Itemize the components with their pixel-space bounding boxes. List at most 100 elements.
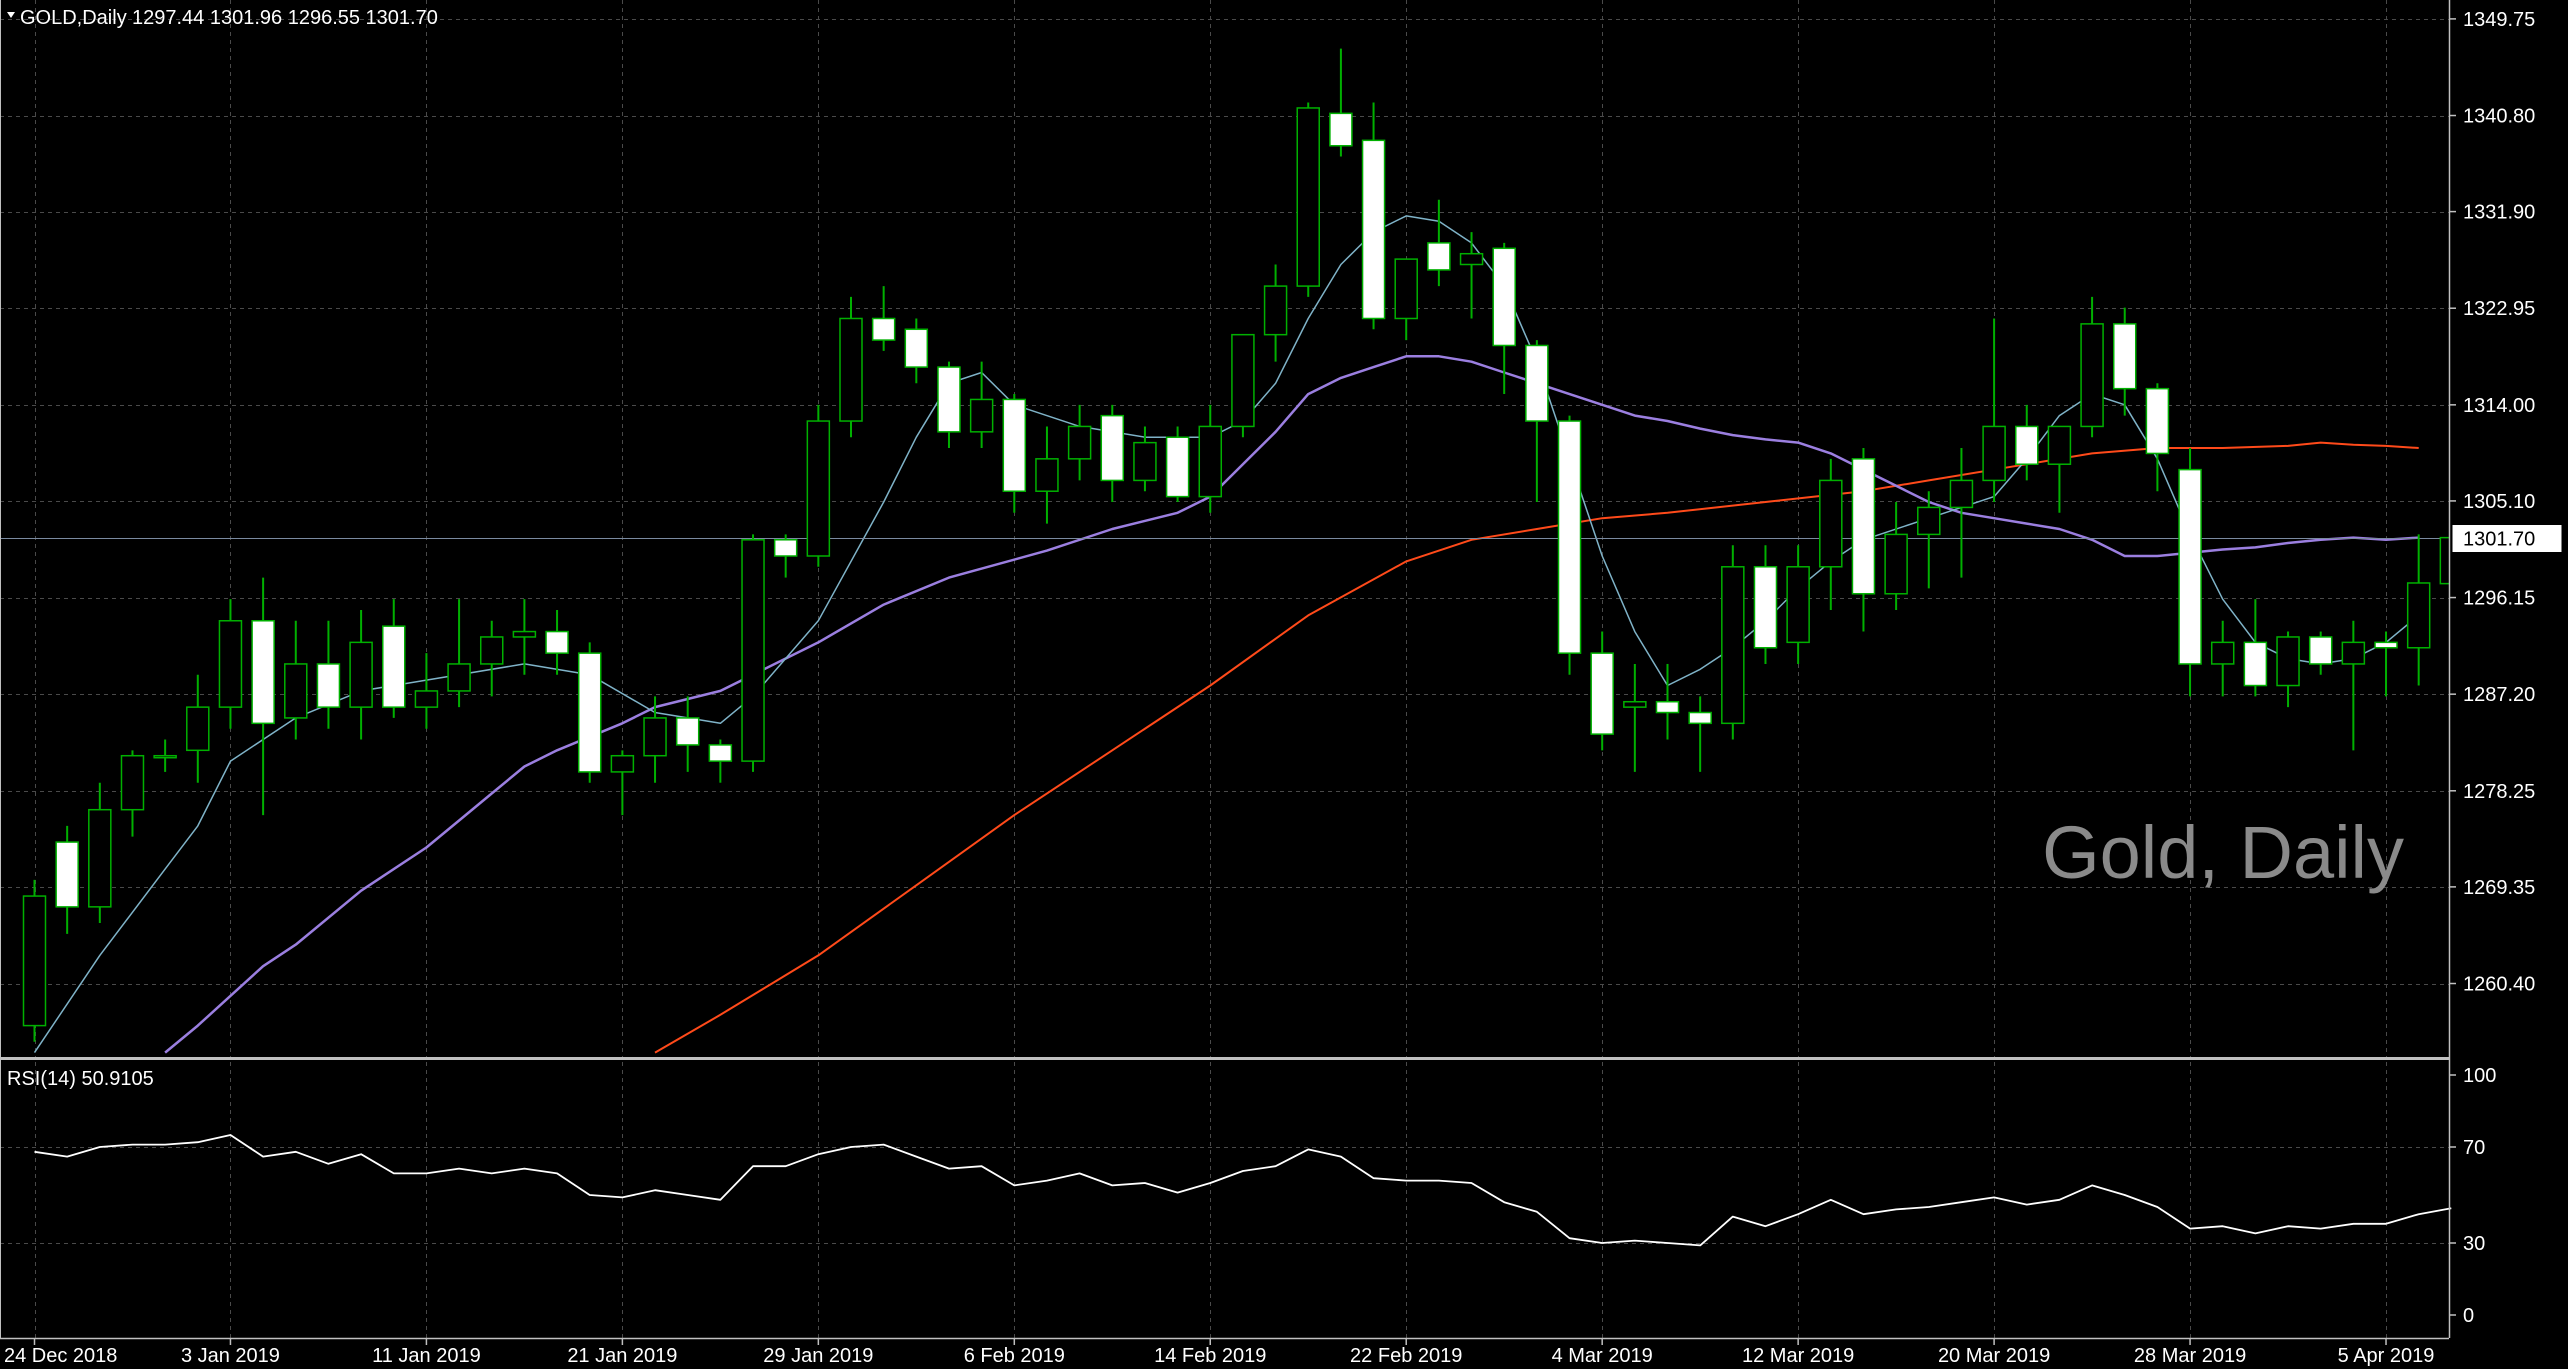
candle-body-up bbox=[1819, 479, 1843, 568]
current-price-marker: 1301.70 bbox=[2452, 525, 2562, 552]
rsi-axis: 100 70 30 0 bbox=[2449, 1065, 2496, 1327]
time-tick-label: 20 Mar 2019 bbox=[1938, 1345, 2050, 1367]
candles bbox=[0, 48, 2449, 1042]
candle bbox=[1133, 426, 1157, 492]
ohlc-label: 1297.44 1301.96 1296.55 1301.70 bbox=[132, 7, 438, 29]
candle-body-up bbox=[610, 754, 635, 773]
candle bbox=[1263, 264, 1288, 362]
candle bbox=[284, 620, 308, 740]
candle-body-down bbox=[577, 652, 602, 773]
candle bbox=[806, 404, 831, 567]
candle bbox=[1198, 404, 1223, 513]
candle bbox=[708, 739, 733, 783]
time-tick-label: 4 Mar 2019 bbox=[1552, 1345, 1653, 1367]
rsi-tick-label: 0 bbox=[2463, 1305, 2474, 1327]
candle-body-down bbox=[382, 625, 406, 708]
time-tick-label: 29 Jan 2019 bbox=[763, 1345, 873, 1367]
price-tick-label: 1260.40 bbox=[2463, 974, 2535, 996]
price-tick-label: 1340.80 bbox=[2463, 106, 2535, 128]
candle-body-up bbox=[1394, 258, 1418, 320]
ma-slow-line bbox=[654, 441, 2419, 1054]
candle bbox=[1165, 426, 1190, 503]
candle-body-down bbox=[1753, 566, 1778, 649]
time-tick-label: 11 Jan 2019 bbox=[372, 1345, 481, 1367]
candle-body-up bbox=[969, 398, 994, 433]
candle-body-down bbox=[2374, 641, 2398, 649]
candle bbox=[382, 599, 406, 718]
candle-body-up bbox=[447, 663, 471, 692]
symbol-dropdown-icon[interactable] bbox=[7, 12, 15, 18]
candle bbox=[610, 750, 635, 816]
candle bbox=[1525, 340, 1549, 503]
candle-body-up bbox=[1231, 333, 1255, 428]
candle-body-up bbox=[349, 641, 373, 708]
candle bbox=[1786, 545, 1810, 664]
time-tick-label: 24 Dec 2018 bbox=[4, 1345, 117, 1367]
candle bbox=[120, 750, 145, 837]
candle bbox=[937, 361, 961, 449]
price-tick-label: 1296.15 bbox=[2463, 588, 2535, 610]
candle bbox=[1917, 491, 1941, 589]
candle-body-down bbox=[1427, 242, 1451, 271]
candle bbox=[1982, 318, 2006, 503]
time-tick-label: 21 Jan 2019 bbox=[567, 1345, 677, 1367]
candle bbox=[2080, 296, 2104, 438]
candle bbox=[1851, 448, 1876, 632]
candle bbox=[1949, 448, 1974, 578]
candle-body-down bbox=[1100, 414, 1125, 482]
candle-body-up bbox=[512, 630, 537, 638]
candle-body-down bbox=[1590, 652, 1614, 735]
rsi-tick-label: 100 bbox=[2463, 1065, 2496, 1087]
price-tick-label: 1269.35 bbox=[2463, 877, 2535, 899]
candle bbox=[969, 361, 994, 449]
candle bbox=[1753, 545, 1778, 664]
candle-body-down bbox=[871, 317, 896, 341]
time-tick-label: 14 Feb 2019 bbox=[1154, 1345, 1266, 1367]
candle-body-down bbox=[1002, 398, 1027, 492]
price-tick-label: 1314.00 bbox=[2463, 395, 2535, 417]
candle-body-down bbox=[675, 717, 700, 746]
candle-body-up bbox=[218, 620, 243, 708]
candle bbox=[251, 577, 275, 816]
candle bbox=[2112, 307, 2137, 416]
price-tick-label: 1287.20 bbox=[2463, 684, 2535, 706]
candle-body-up bbox=[2210, 641, 2235, 665]
candle-body-up bbox=[1133, 441, 1157, 482]
time-tick-label: 6 Feb 2019 bbox=[964, 1345, 1065, 1367]
candle bbox=[1296, 102, 1320, 297]
candle bbox=[88, 782, 112, 924]
candle-body-up bbox=[839, 317, 863, 422]
candle-body-up bbox=[284, 663, 308, 719]
candle-body-down bbox=[2015, 425, 2039, 465]
ma-mid-line bbox=[164, 355, 2419, 1054]
candle bbox=[1623, 663, 1647, 772]
candle bbox=[839, 296, 863, 438]
candle-body-up bbox=[741, 539, 765, 762]
candle bbox=[1557, 415, 1582, 675]
candle-body-up bbox=[1884, 533, 1908, 595]
candle bbox=[22, 879, 47, 1042]
candle bbox=[447, 599, 471, 708]
symbol-label: GOLD,Daily bbox=[20, 7, 127, 29]
price-tick-label: 1305.10 bbox=[2463, 491, 2535, 513]
candle bbox=[2341, 620, 2366, 751]
chart-frame bbox=[0, 0, 2451, 1340]
candle-body-down bbox=[55, 841, 79, 908]
candle bbox=[643, 696, 667, 783]
candle-body-up bbox=[1786, 566, 1810, 644]
candle bbox=[1688, 696, 1712, 772]
candle-body-down bbox=[1165, 436, 1190, 498]
candle-body-up bbox=[1296, 107, 1320, 287]
candle-body-up bbox=[2439, 536, 2449, 585]
candle bbox=[2308, 631, 2333, 675]
candle-body-down bbox=[2145, 387, 2170, 455]
candle bbox=[1394, 258, 1418, 341]
candle-body-up bbox=[1067, 425, 1092, 460]
candle bbox=[1361, 102, 1386, 330]
candle bbox=[2243, 599, 2268, 697]
candle-body-down bbox=[937, 366, 961, 433]
candle-body-down bbox=[251, 620, 275, 725]
price-tick-label: 1322.95 bbox=[2463, 298, 2535, 320]
candle-body-up bbox=[1721, 566, 1745, 725]
